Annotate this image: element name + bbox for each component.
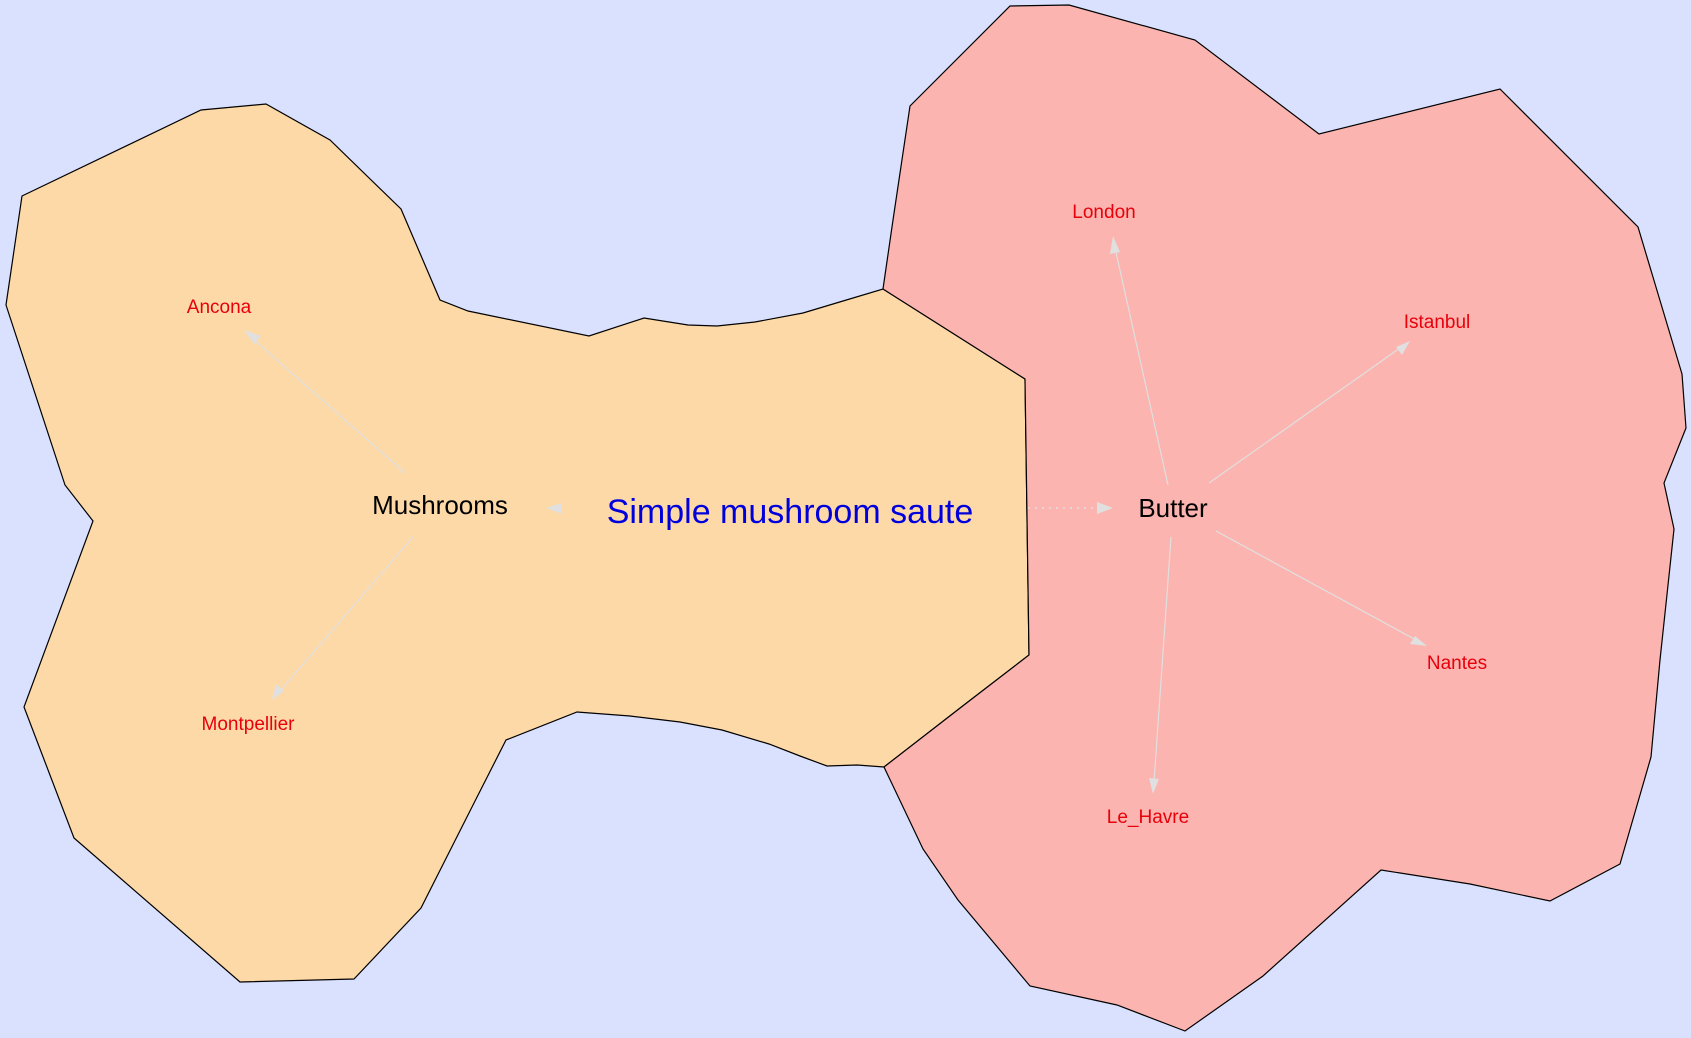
- edge-mushrooms-montpellier: [278, 536, 414, 693]
- city-label-ancona[interactable]: Ancona: [187, 297, 252, 318]
- edge-mushrooms-ancona: [251, 337, 406, 474]
- region-mushrooms[interactable]: [5, 103, 1030, 983]
- arrowhead-london: [1110, 236, 1120, 254]
- city-label-montpellier[interactable]: Montpellier: [202, 714, 296, 735]
- diagram-title: Simple mushroom saute: [607, 493, 974, 531]
- arrowhead-montpellier: [272, 684, 284, 700]
- city-label-lehavre[interactable]: Le_Havre: [1107, 807, 1189, 828]
- arrowhead-lehavre: [1149, 778, 1159, 794]
- hub-label-butter[interactable]: Butter: [1138, 493, 1208, 523]
- arrowhead-butter: [1097, 502, 1113, 514]
- city-label-istanbul[interactable]: Istanbul: [1404, 312, 1471, 333]
- hub-label-mushrooms[interactable]: Mushrooms: [372, 490, 508, 520]
- city-label-nantes[interactable]: Nantes: [1427, 653, 1487, 674]
- edge-butter-istanbul: [1208, 347, 1401, 484]
- arrowhead-nantes: [1410, 636, 1427, 646]
- arrowhead-mushrooms: [546, 503, 562, 514]
- arrowhead-ancona: [244, 330, 261, 344]
- edge-butter-nantes: [1215, 530, 1417, 641]
- edge-butter-london: [1114, 247, 1169, 486]
- region-butter[interactable]: [882, 4, 1687, 1032]
- edge-butter-lehavre: [1153, 536, 1172, 783]
- arrowhead-istanbul: [1396, 341, 1410, 355]
- city-label-london[interactable]: London: [1072, 202, 1135, 223]
